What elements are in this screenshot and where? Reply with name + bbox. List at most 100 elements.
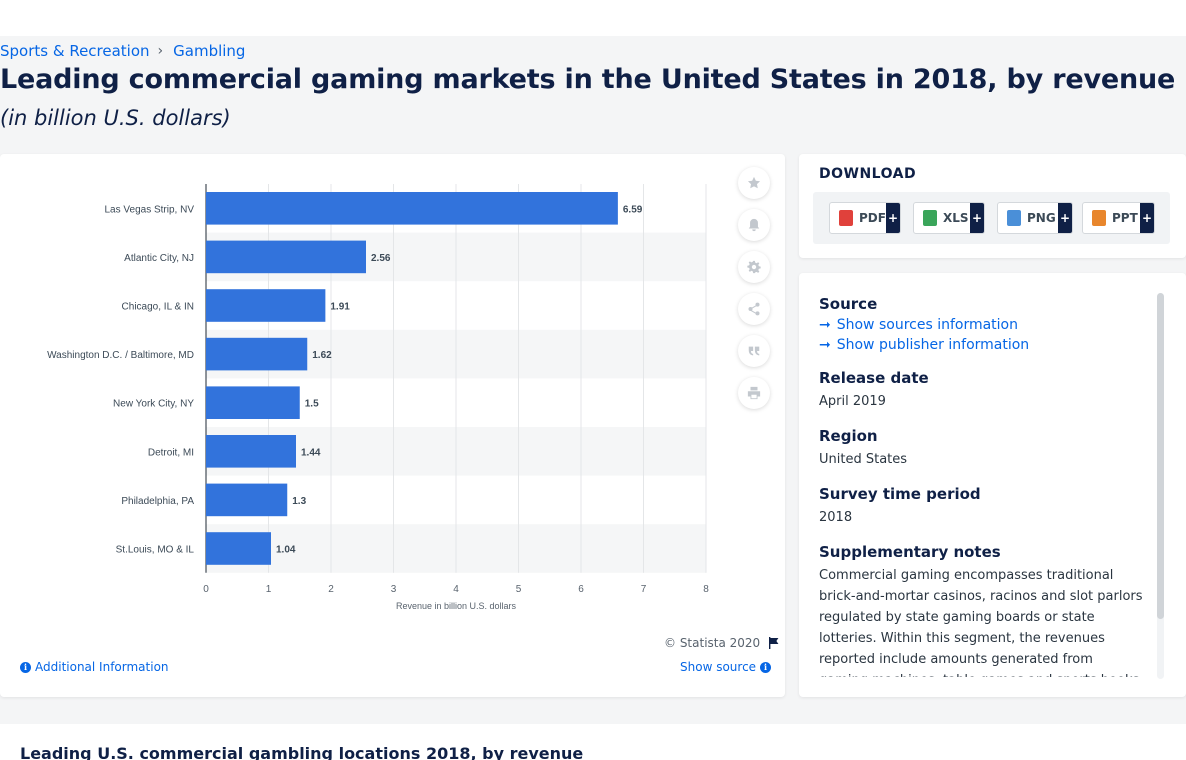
x-tick-label: 7 (641, 584, 647, 595)
ppt-file-icon (1092, 210, 1106, 226)
chart-card: 0 1 2 3 4 5 6 7 8 6.59 Las Vegas Strip, NV 2.56 Atla… (0, 154, 785, 697)
breadcrumb-separator-icon: › (157, 43, 164, 59)
statistic-info-card: Source ➞ Show sources information ➞ Show… (799, 273, 1186, 697)
page-subtitle: (in billion U.S. dollars) (0, 106, 231, 130)
breadcrumb: Sports & Recreation › Gambling (0, 42, 245, 60)
bar[interactable] (206, 289, 326, 322)
bar-value-label: 1.3 (292, 496, 306, 507)
x-tick-label: 2 (328, 584, 334, 595)
related-statistic-card: Leading U.S. commercial gambling locatio… (0, 724, 1186, 760)
bell-icon (748, 218, 760, 232)
quote-icon (748, 346, 760, 356)
bar-value-label: 1.62 (312, 350, 332, 361)
bar[interactable] (206, 532, 271, 565)
related-statistic-title[interactable]: Leading U.S. commercial gambling locatio… (20, 744, 584, 760)
print-button[interactable] (738, 377, 770, 409)
bar[interactable] (206, 240, 366, 274)
download-title: DOWNLOAD (819, 166, 917, 182)
bar-value-label: 1.44 (301, 447, 321, 458)
x-tick-label: 0 (203, 584, 209, 595)
survey-period-value: 2018 (819, 510, 853, 525)
gear-icon (747, 260, 761, 274)
show-sources-link[interactable]: ➞ Show sources information (819, 317, 1145, 333)
plus-icon: + (970, 203, 984, 233)
breadcrumb-link-gambling[interactable]: Gambling (173, 42, 246, 60)
chart-tools (738, 167, 772, 419)
release-date-label: Release date (819, 369, 929, 387)
share-icon (748, 302, 760, 316)
download-pdf-button[interactable]: PDF + (829, 202, 901, 234)
cite-button[interactable] (738, 335, 770, 367)
x-tick-label: 5 (516, 584, 522, 595)
plus-icon: + (1058, 203, 1072, 233)
region-value: United States (819, 452, 908, 467)
show-publisher-link[interactable]: ➞ Show publisher information (819, 337, 1145, 353)
download-pdf-label: PDF (859, 211, 886, 225)
download-png-button[interactable]: PNG + (997, 202, 1073, 234)
release-date-value: April 2019 (819, 394, 886, 409)
x-tick-label: 4 (453, 584, 459, 595)
bar-value-label: 1.5 (305, 399, 319, 410)
x-tick-label: 1 (266, 584, 272, 595)
download-png-label: PNG (1027, 211, 1056, 225)
x-tick-label: 8 (703, 584, 709, 595)
bar[interactable] (206, 192, 618, 225)
info-icon: i (760, 661, 772, 673)
info-scrollbar[interactable] (1157, 293, 1164, 679)
breadcrumb-link-sports[interactable]: Sports & Recreation (0, 42, 150, 60)
category-label: St.Louis, MO & IL (116, 545, 195, 556)
download-xls-label: XLS (943, 211, 969, 225)
top-bar (0, 0, 1186, 36)
bar-chart: 0 1 2 3 4 5 6 7 8 6.59 Las Vegas Strip, NV 2.56 Atla… (47, 184, 709, 611)
plus-icon: + (1140, 203, 1154, 233)
page-title: Leading commercial gaming markets in the… (0, 64, 1176, 95)
copyright-text: © Statista 2020 (664, 636, 780, 650)
supplementary-notes-label: Supplementary notes (819, 543, 1001, 561)
download-ppt-button[interactable]: PPT + (1082, 202, 1155, 234)
bar-value-label: 1.91 (330, 302, 350, 313)
bar-value-label: 2.56 (371, 253, 391, 264)
info-content: Source ➞ Show sources information ➞ Show… (819, 295, 1145, 677)
bar[interactable] (206, 483, 288, 517)
additional-information-label: Additional Information (35, 660, 169, 674)
category-label: New York City, NY (113, 399, 194, 410)
bar[interactable] (206, 337, 308, 371)
scrollbar-thumb[interactable] (1157, 293, 1164, 619)
additional-information-link[interactable]: i Additional Information (20, 660, 169, 674)
arrow-right-icon: ➞ (819, 317, 831, 333)
copyright-label: © Statista 2020 (664, 636, 761, 650)
bar[interactable] (206, 435, 296, 468)
pdf-file-icon (839, 210, 853, 226)
star-icon (747, 176, 761, 189)
download-xls-button[interactable]: XLS + (913, 202, 985, 234)
print-icon (747, 386, 761, 400)
show-publisher-label: Show publisher information (836, 337, 1030, 353)
bar[interactable] (206, 386, 300, 419)
category-label: Detroit, MI (148, 447, 194, 458)
show-sources-label: Show sources information (836, 317, 1018, 333)
settings-button[interactable] (738, 251, 770, 283)
xls-file-icon (923, 210, 937, 226)
show-source-link[interactable]: Show source i (680, 660, 772, 674)
show-source-label: Show source (680, 660, 757, 674)
category-label: Philadelphia, PA (121, 496, 194, 507)
category-label: Atlantic City, NJ (124, 253, 194, 264)
notification-button[interactable] (738, 209, 770, 241)
category-label: Las Vegas Strip, NV (105, 204, 195, 215)
favorite-button[interactable] (738, 167, 770, 199)
supplementary-notes-value: Commercial gaming encompasses traditiona… (819, 568, 1143, 677)
region-label: Region (819, 427, 878, 445)
download-ppt-label: PPT (1112, 211, 1138, 225)
arrow-right-icon: ➞ (819, 337, 831, 353)
flag-icon[interactable] (768, 637, 780, 649)
info-icon: i (20, 661, 31, 673)
bar-value-label: 6.59 (623, 204, 643, 215)
x-tick-label: 3 (391, 584, 397, 595)
png-file-icon (1007, 210, 1021, 226)
download-buttons: PDF + XLS + PNG + PPT + (813, 192, 1170, 244)
bar-value-label: 1.04 (276, 545, 296, 556)
x-tick-label: 6 (578, 584, 584, 595)
share-button[interactable] (738, 293, 770, 325)
plus-icon: + (886, 203, 900, 233)
